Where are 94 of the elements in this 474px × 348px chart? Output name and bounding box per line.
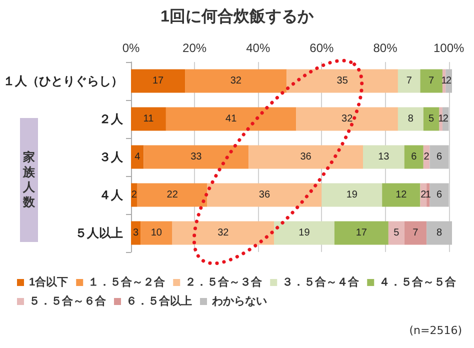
legend-label: ６．５合以上 bbox=[126, 294, 192, 308]
bar bbox=[398, 107, 424, 131]
text: (n=2516) bbox=[409, 324, 462, 337]
bar bbox=[423, 107, 440, 131]
legend-label: ３．５合～４合 bbox=[282, 276, 360, 288]
data-label: 2 bbox=[442, 114, 449, 124]
y-tick-label: ２人 bbox=[99, 112, 124, 126]
bar bbox=[131, 145, 144, 169]
bar bbox=[426, 221, 452, 245]
x-tick-label: 20% bbox=[182, 41, 207, 55]
data-label: 32 bbox=[218, 228, 230, 238]
bar bbox=[430, 145, 449, 169]
bar bbox=[131, 69, 186, 93]
x-tick-label: 80% bbox=[373, 41, 398, 55]
data-label: 7 bbox=[428, 76, 435, 86]
bar bbox=[426, 183, 430, 207]
label-box: 家族人数 bbox=[20, 118, 38, 242]
data-label: 13 bbox=[378, 152, 390, 162]
data-label: 17 bbox=[356, 228, 368, 238]
data-label: 33 bbox=[190, 152, 202, 162]
data-label: 3 bbox=[132, 228, 139, 238]
x-tick-label: 0% bbox=[122, 41, 140, 55]
bar bbox=[446, 69, 452, 93]
bar bbox=[286, 69, 398, 93]
data-label: 35 bbox=[336, 76, 348, 86]
legend-label: わからない bbox=[211, 296, 267, 308]
data-label: 32 bbox=[230, 76, 242, 86]
legend-label: １．５合～２合 bbox=[88, 276, 166, 288]
bar bbox=[131, 107, 166, 131]
data-label: 11 bbox=[143, 114, 154, 124]
data-label: 1 bbox=[438, 114, 444, 124]
bar bbox=[185, 69, 287, 93]
bar bbox=[382, 183, 420, 207]
data-label: 22 bbox=[166, 190, 178, 200]
bar bbox=[404, 145, 424, 169]
data-label: 1 bbox=[441, 76, 448, 86]
data-label: 12 bbox=[396, 190, 408, 200]
data-label: 7 bbox=[406, 76, 412, 86]
data-label: 5 bbox=[428, 114, 435, 124]
data-label: 2 bbox=[446, 76, 452, 86]
bar bbox=[137, 183, 208, 207]
data-label: 5 bbox=[394, 228, 400, 238]
bar bbox=[296, 107, 398, 131]
data-label: 7 bbox=[412, 228, 419, 238]
bar bbox=[166, 107, 296, 131]
bar bbox=[274, 221, 334, 245]
data-label: 10 bbox=[150, 228, 162, 238]
data-label: 19 bbox=[346, 190, 358, 200]
bar bbox=[442, 107, 449, 131]
bar bbox=[334, 221, 388, 245]
data-label: 4 bbox=[134, 152, 141, 162]
bar bbox=[131, 221, 141, 245]
data-label: 36 bbox=[300, 152, 312, 162]
data-label: 41 bbox=[226, 114, 238, 124]
bar bbox=[172, 221, 274, 245]
bar bbox=[404, 221, 427, 245]
bar bbox=[420, 183, 427, 207]
chart-title: 1回に何合炊飯するか bbox=[160, 8, 314, 26]
data-label: 1 bbox=[425, 190, 432, 200]
data-label: 17 bbox=[152, 76, 164, 86]
data-label: 32 bbox=[342, 114, 354, 124]
data-label: 2 bbox=[424, 152, 430, 162]
data-label: 2 bbox=[420, 190, 427, 200]
data-label: 6 bbox=[436, 190, 443, 200]
data-label: 8 bbox=[408, 114, 414, 124]
bar bbox=[248, 145, 364, 169]
data-label: 8 bbox=[436, 228, 443, 238]
x-tick-label: 100% bbox=[433, 41, 464, 55]
bar bbox=[420, 69, 442, 93]
bar bbox=[398, 69, 420, 93]
bar bbox=[363, 145, 404, 169]
y-tick-label: １人（ひとりぐらし） bbox=[3, 74, 123, 88]
x-tick-label: 40% bbox=[246, 41, 270, 55]
bar bbox=[207, 183, 322, 207]
legend-label: ４．５合～５合 bbox=[379, 276, 458, 288]
bar bbox=[131, 183, 138, 207]
data-label: 6 bbox=[436, 152, 443, 162]
bar bbox=[430, 183, 449, 207]
legend-label: 1合以下 bbox=[29, 276, 68, 288]
y-tick-label: ５人以上 bbox=[75, 226, 123, 240]
data-label: 6 bbox=[411, 152, 418, 162]
legend-label: ５．５合～６合 bbox=[29, 294, 107, 308]
y-tick-label: ４人 bbox=[99, 188, 124, 202]
y-tick-label: ３人 bbox=[99, 150, 124, 164]
bar bbox=[144, 145, 249, 169]
data-label: 19 bbox=[298, 228, 310, 238]
bar bbox=[388, 221, 404, 245]
bar bbox=[140, 221, 172, 245]
data-label: 36 bbox=[258, 190, 270, 200]
bar bbox=[322, 183, 382, 207]
legend-label: ２．５合～３合 bbox=[185, 276, 264, 288]
x-tick-label: 60% bbox=[310, 41, 334, 55]
data-label: 2 bbox=[131, 190, 138, 200]
bar bbox=[423, 145, 430, 169]
